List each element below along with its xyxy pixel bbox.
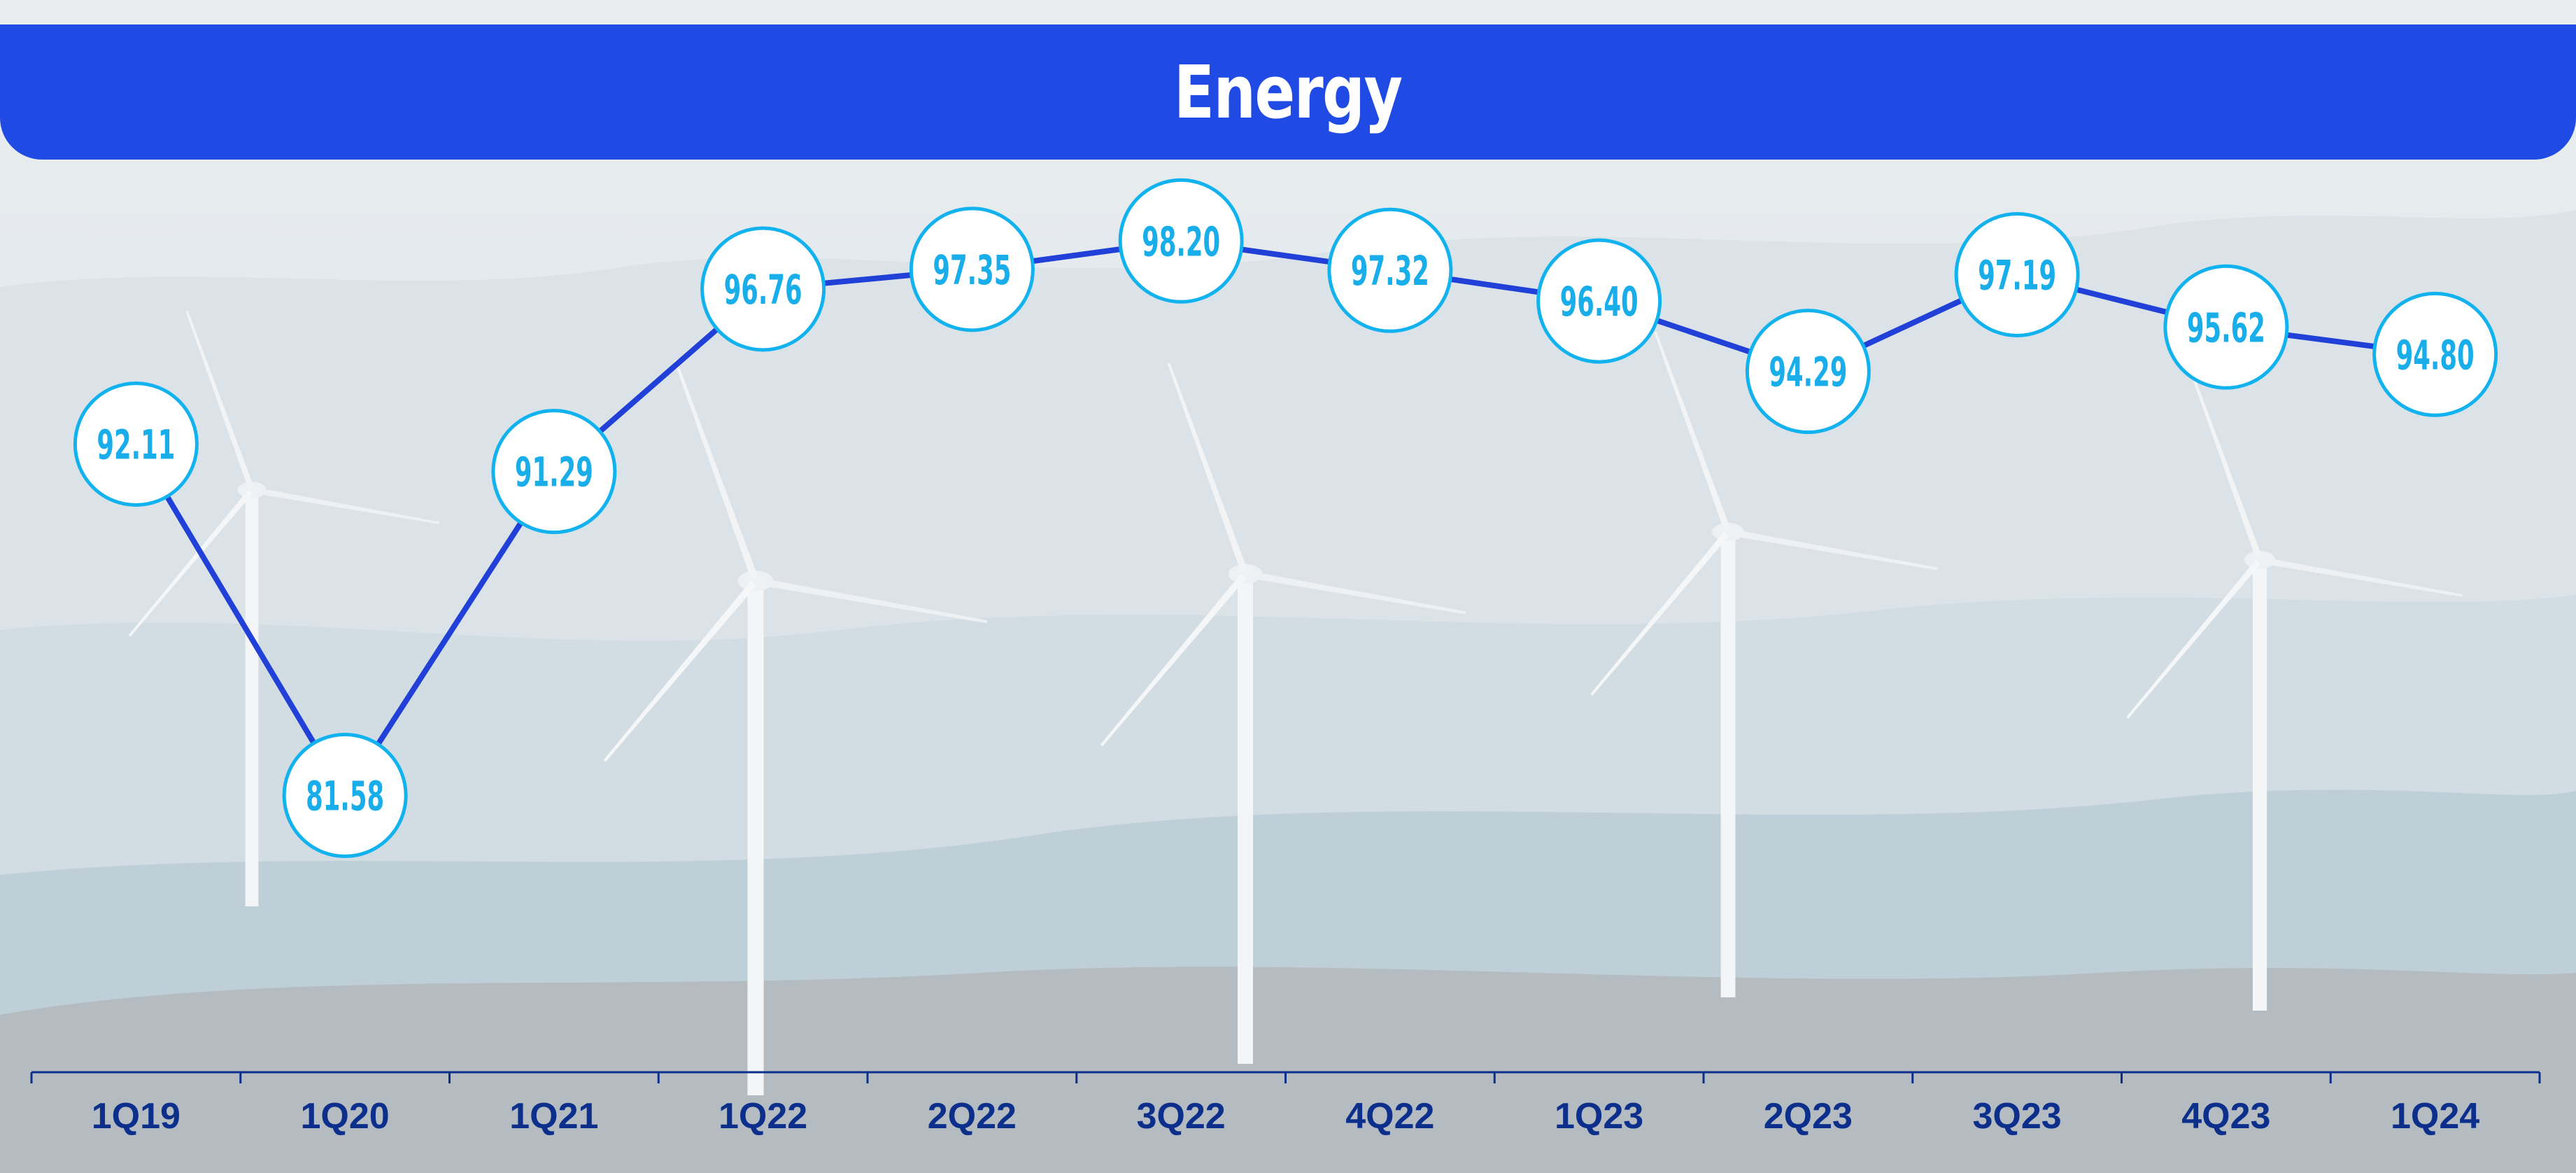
x-tick-label: 3Q22 [1137,1096,1226,1137]
data-label: 97.32 [1351,247,1429,295]
data-point-marker [700,226,826,352]
x-tick-label: 1Q22 [719,1096,807,1137]
data-point-marker [1118,178,1244,304]
data-point-marker [73,381,199,507]
data-label: 94.80 [2396,331,2475,379]
data-label: 92.11 [97,421,175,469]
x-tick-label: 4Q23 [2181,1096,2270,1137]
chart-title-banner: Energy [0,24,2576,160]
data-label: 96.76 [724,266,802,314]
data-point-marker [909,206,1035,332]
data-label: 96.40 [1560,278,1639,325]
x-axis: 1Q19 1Q20 1Q21 1Q22 2Q22 3Q22 4Q22 1Q23 2Q23 3Q23… [30,1071,2541,1137]
x-tick-label: 4Q22 [1345,1096,1434,1137]
series-line [133,238,2436,799]
data-label: 95.62 [2187,304,2265,351]
x-tick-label: 1Q23 [1555,1096,1643,1137]
data-label: 94.29 [1769,349,1847,396]
x-tick-label: 3Q23 [1973,1096,2062,1137]
chart-title: Energy [1174,49,1403,135]
data-point-marker [282,733,408,859]
data-point-marker [1536,238,1662,364]
data-point-marker [1745,309,1871,435]
data-label: 97.19 [1978,251,2056,299]
data-point-marker [1327,207,1453,333]
data-label: 98.20 [1142,218,1220,265]
x-tick-label: 1Q19 [92,1096,181,1137]
series-line-layer [133,238,2436,799]
data-point-marker [1954,211,2080,337]
x-tick-label: 1Q21 [509,1096,598,1137]
data-point-marker [2163,264,2289,390]
data-label: 97.35 [933,246,1011,294]
x-tick-label: 2Q23 [1764,1096,1853,1137]
data-point-marker [2372,291,2498,417]
x-tick-label: 1Q24 [2391,1096,2479,1137]
x-tick-label: 2Q22 [928,1096,1017,1137]
data-point-marker [491,409,617,535]
data-label: 91.29 [515,449,593,496]
data-marker-layer: 92.11 81.58 91.29 96.76 97.35 98.20 97.32 96.40… [73,178,2498,859]
data-label: 81.58 [306,773,384,820]
x-tick-label: 1Q20 [301,1096,390,1137]
